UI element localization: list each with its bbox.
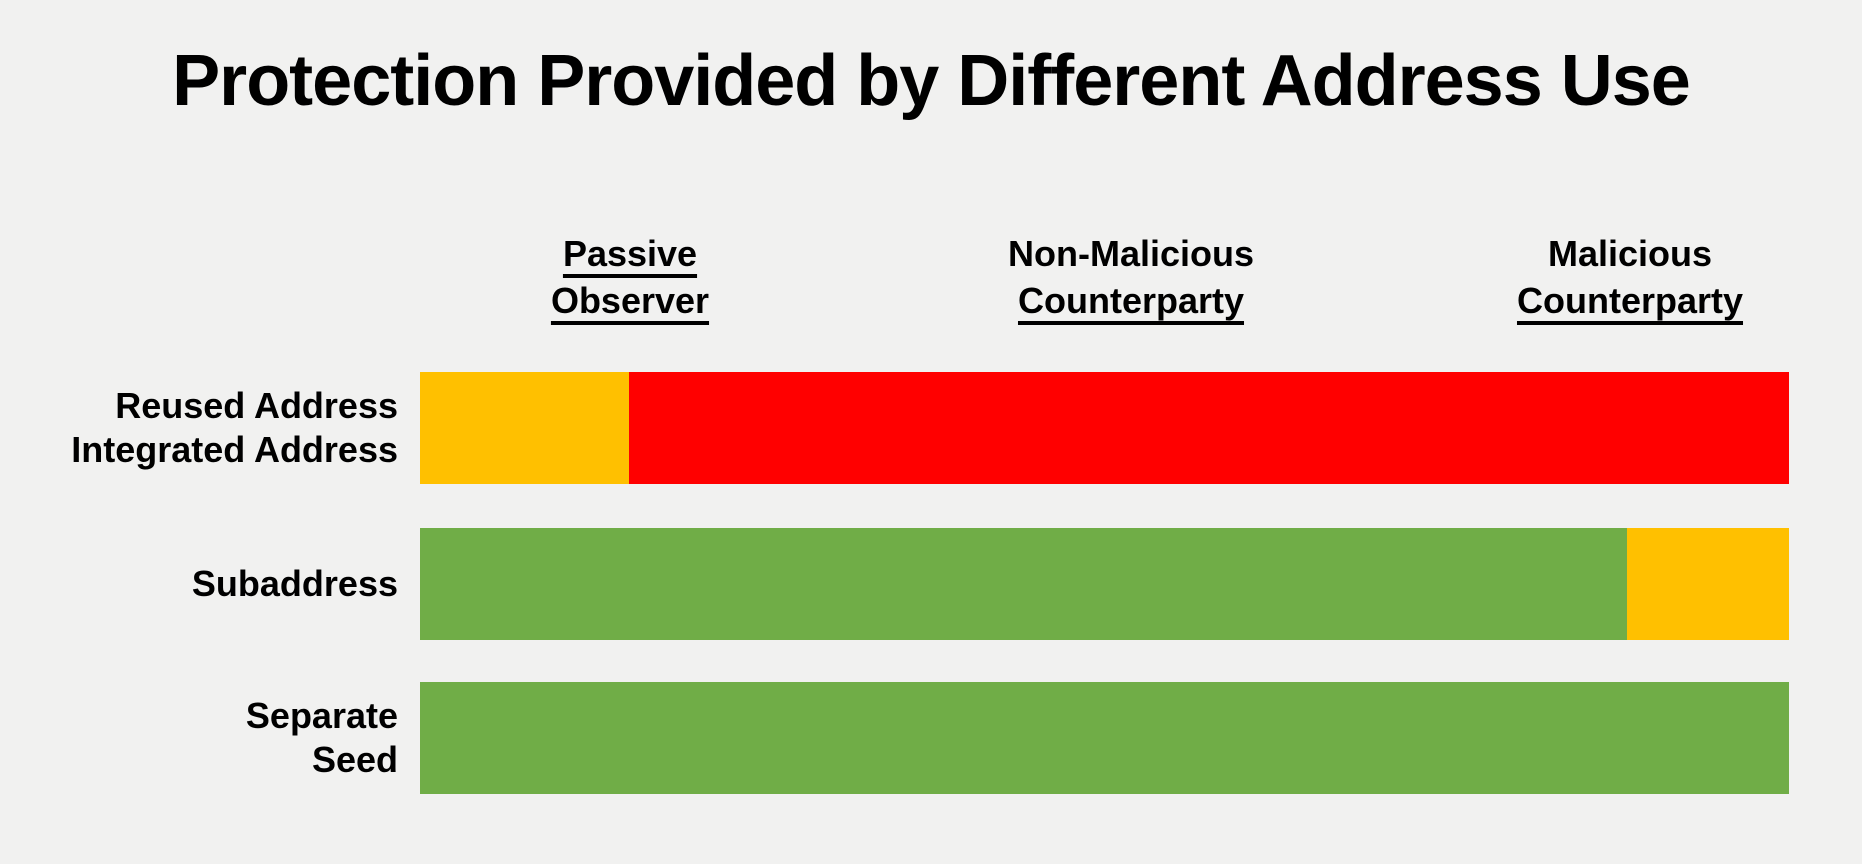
row-label-text: Subaddress (191, 563, 398, 604)
chart-row-reused-integrated: Reused Address Integrated Address (0, 372, 1862, 484)
chart-row-separate-seed: Separate Seed (0, 682, 1862, 794)
row-bar-subaddress (420, 528, 1789, 640)
row-bar-reused-integrated (420, 372, 1789, 484)
row-label-text: Reused Address Integrated Address (71, 385, 398, 470)
row-label-separate-seed: Separate Seed (0, 682, 398, 794)
segment-subaddress-green (420, 528, 1628, 640)
column-header-malicious-counterparty: Malicious Counterparty (1430, 230, 1830, 324)
row-label-subaddress: Subaddress (0, 528, 398, 640)
column-header-non-malicious-counterparty: Non-Malicious Counterparty (931, 230, 1331, 324)
segment-reused-integrated-gold (420, 372, 630, 484)
segment-separate-seed-green (420, 682, 1789, 794)
column-header-line: Non-Malicious (1007, 233, 1254, 274)
column-header-line: Malicious (1547, 233, 1713, 274)
row-label-text: Separate Seed (245, 695, 398, 780)
segment-reused-integrated-red (629, 372, 1789, 484)
row-bar-separate-seed (420, 682, 1789, 794)
row-label-reused-integrated: Reused Address Integrated Address (0, 372, 398, 484)
segment-subaddress-gold (1627, 528, 1789, 640)
column-header-passive-observer: Passive Observer (430, 230, 830, 324)
column-header-line: Passive (562, 233, 698, 274)
chart-row-subaddress: Subaddress (0, 528, 1862, 640)
column-header-line: Observer (550, 280, 710, 321)
column-header-line: Counterparty (1516, 280, 1744, 321)
slide-title: Protection Provided by Different Address… (172, 41, 1691, 121)
column-header-line: Counterparty (1017, 280, 1245, 321)
